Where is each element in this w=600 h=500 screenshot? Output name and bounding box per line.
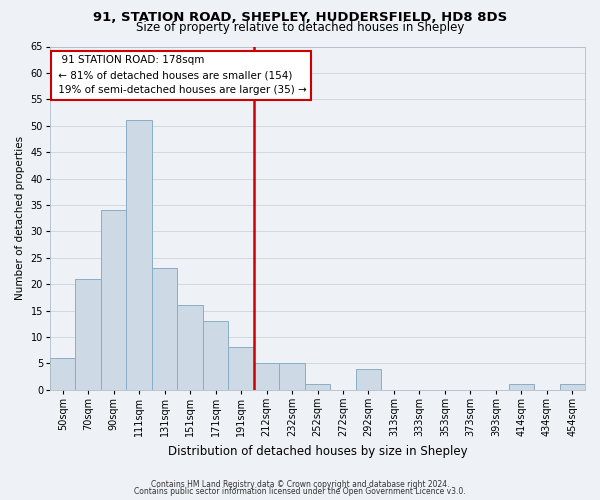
Bar [229,348,254,390]
Text: 91, STATION ROAD, SHEPLEY, HUDDERSFIELD, HD8 8DS: 91, STATION ROAD, SHEPLEY, HUDDERSFIELD,… [93,11,507,24]
Bar [127,120,152,390]
Text: Size of property relative to detached houses in Shepley: Size of property relative to detached ho… [136,22,464,35]
Bar [178,305,203,390]
Bar [203,321,229,390]
Text: 91 STATION ROAD: 178sqm  
 ← 81% of detached houses are smaller (154)
 19% of se: 91 STATION ROAD: 178sqm ← 81% of detache… [55,55,307,96]
Bar [279,364,305,390]
Bar [152,268,178,390]
Y-axis label: Number of detached properties: Number of detached properties [15,136,25,300]
Bar [50,358,76,390]
Bar [356,368,381,390]
Bar [509,384,534,390]
Text: Contains HM Land Registry data © Crown copyright and database right 2024.: Contains HM Land Registry data © Crown c… [151,480,449,489]
Text: Contains public sector information licensed under the Open Government Licence v3: Contains public sector information licen… [134,487,466,496]
Bar [101,210,127,390]
Bar [305,384,330,390]
Bar [254,364,279,390]
Bar [76,279,101,390]
X-axis label: Distribution of detached houses by size in Shepley: Distribution of detached houses by size … [167,444,467,458]
Bar [560,384,585,390]
